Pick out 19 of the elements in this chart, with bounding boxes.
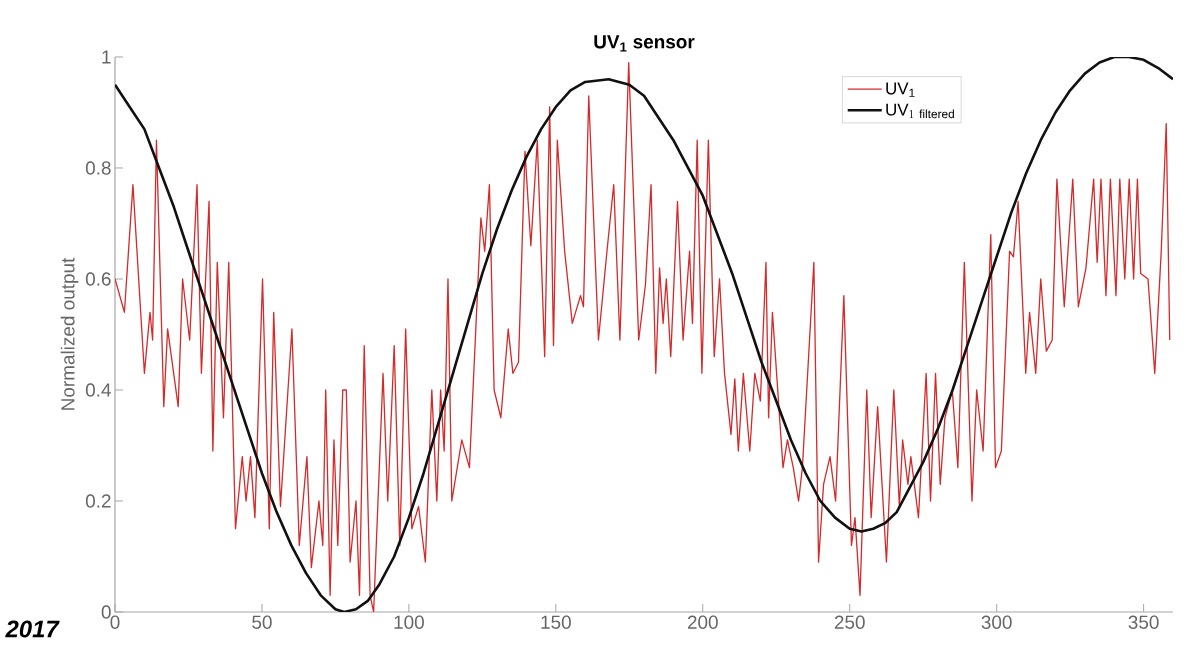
y-tick-label: 0 bbox=[101, 605, 111, 619]
x-tick-label: 150 bbox=[541, 615, 571, 629]
legend-label: $\mathrm{UV}_{1\ \mathrm{filtered}}$ bbox=[886, 103, 954, 119]
text: 2017 bbox=[5, 620, 60, 638]
y-tick-label: 0.6 bbox=[85, 272, 111, 286]
x-tick-label: 50 bbox=[252, 615, 272, 629]
x-tick-label: 300 bbox=[981, 615, 1012, 629]
y-tick-label: 0.8 bbox=[85, 161, 111, 175]
x-tick-label: 0 bbox=[110, 615, 120, 629]
chart-title: UV$_{1}$ sensor bbox=[594, 35, 695, 52]
y-tick-label: 0.4 bbox=[85, 383, 111, 397]
y-axis-title: Normalized output bbox=[60, 257, 79, 410]
y-tick-label: 1 bbox=[102, 50, 111, 64]
legend-label: UV$_{1}$ bbox=[886, 82, 915, 97]
x-tick-label: 100 bbox=[394, 615, 424, 629]
x-tick-label: 350 bbox=[1128, 615, 1159, 629]
x-tick-label: 200 bbox=[687, 615, 718, 629]
y-tick-label: 0.2 bbox=[85, 494, 111, 508]
x-tick-label: 250 bbox=[834, 615, 865, 629]
